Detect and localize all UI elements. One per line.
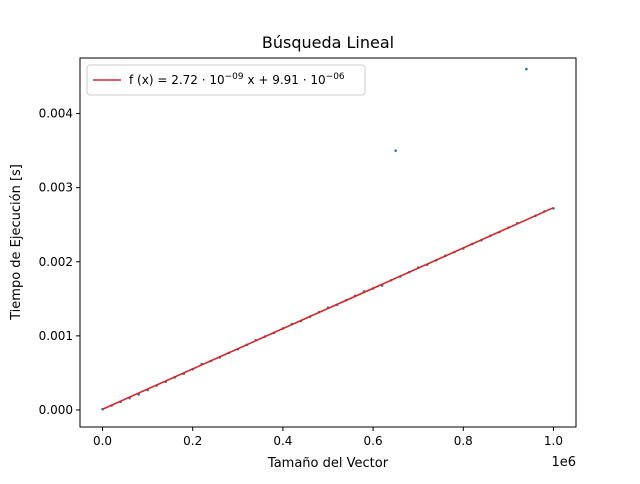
x-tick-label: 0.8 (454, 434, 473, 448)
x-tick-label: 1.0 (544, 434, 563, 448)
data-point (394, 149, 397, 152)
legend-superscript: −06 (326, 72, 345, 82)
x-tick-label: 0.0 (93, 434, 112, 448)
x-axis-label: Tamaño del Vector (267, 456, 389, 471)
x-tick-label: 0.6 (364, 434, 383, 448)
x-tick-label: 0.2 (183, 434, 202, 448)
y-axis-label: Tiempo de Ejecución [s] (9, 164, 24, 321)
y-tick-label: 0.003 (39, 181, 73, 195)
legend-text: x + 9.91 · 10 (244, 73, 326, 87)
legend-label: f (x) = 2.72 · 10−09 x + 9.91 · 10−06 (129, 72, 345, 87)
fit-line (102, 206, 554, 410)
plot-area: 0.0 0.2 0.4 0.6 0.8 1.0 0.000 0.001 0.002 0.003 0.… (39, 57, 577, 448)
data-point (525, 67, 528, 71)
legend-superscript: −09 (225, 72, 244, 82)
x-axis-offset-label: 1e6 (551, 455, 576, 470)
y-tick-label: 0.002 (39, 255, 73, 269)
y-tick-label: 0.000 (39, 403, 73, 417)
y-tick-label: 0.004 (39, 107, 73, 121)
legend-box (86, 64, 366, 96)
axes-frame (79, 57, 577, 428)
chart-title: Búsqueda Lineal (262, 33, 394, 52)
x-tick-label: 0.4 (273, 434, 292, 448)
y-tick-label: 0.001 (39, 329, 73, 343)
